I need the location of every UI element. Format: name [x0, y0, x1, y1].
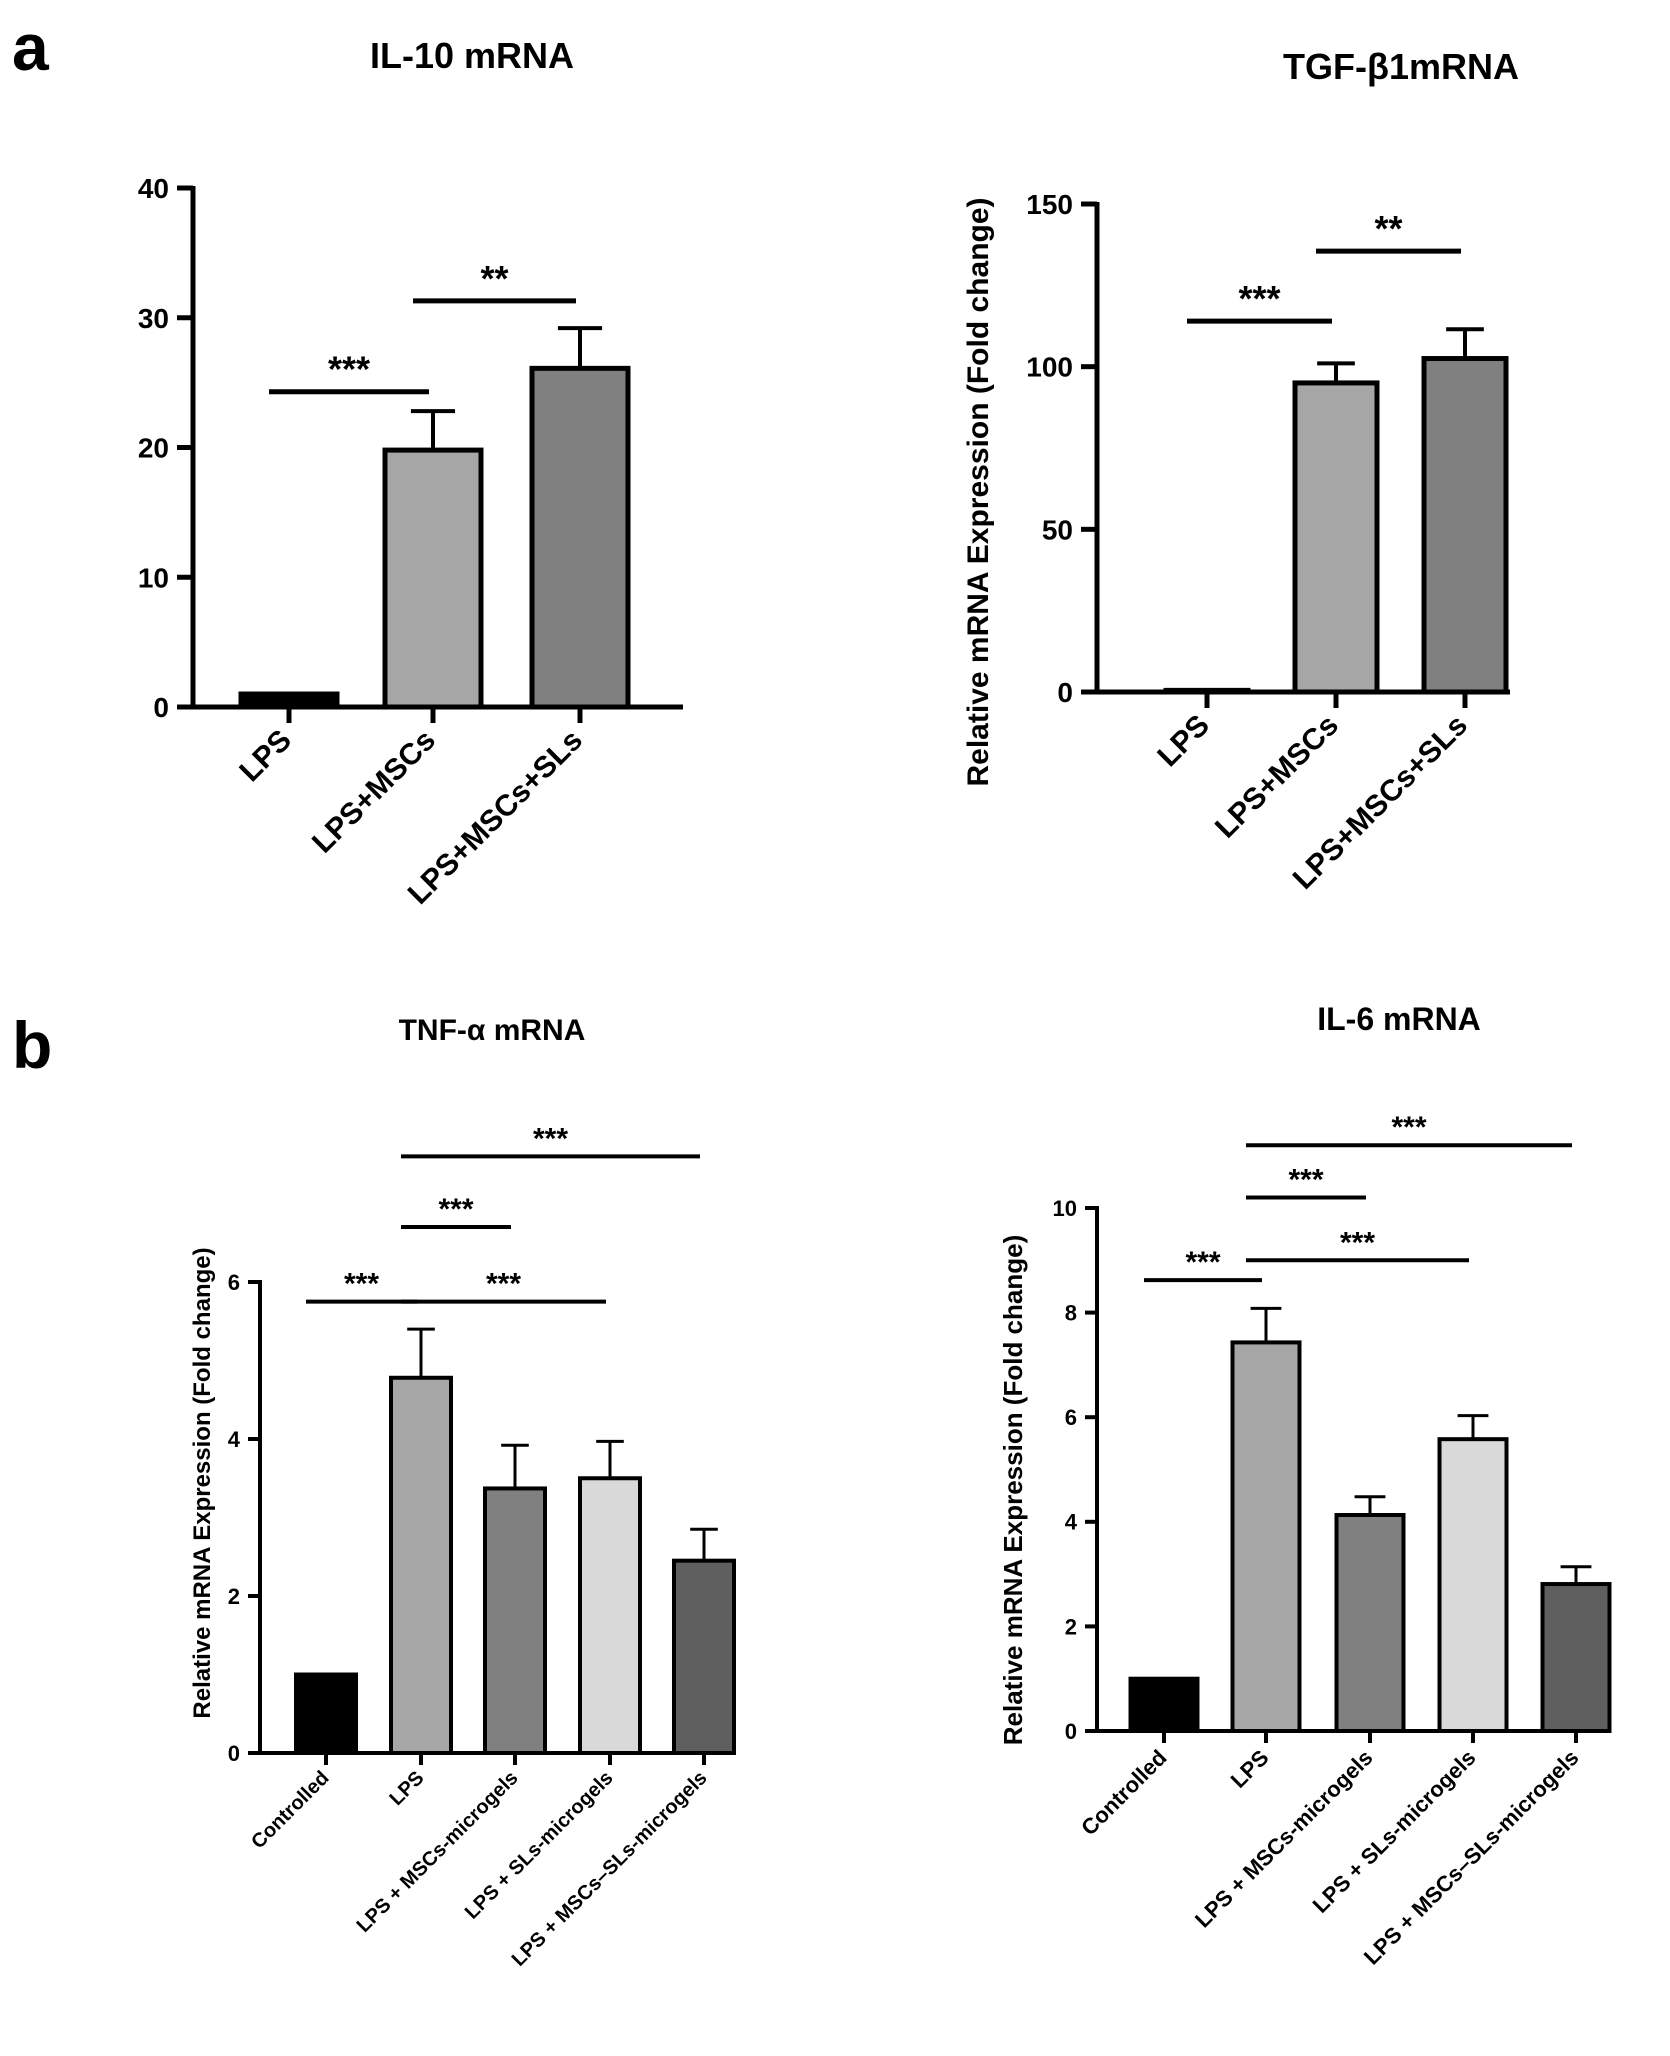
y-tick-label: 0	[1065, 1719, 1077, 1744]
y-tick-label: 8	[1065, 1301, 1077, 1326]
significance-label: ***	[344, 1268, 379, 1301]
y-tick-label: 4	[1065, 1510, 1078, 1535]
category-label-lps-mscs-sls-microgels: LPS + MSCs–SLs-microgels	[1359, 1745, 1584, 1970]
y-tick-label: 0	[1057, 677, 1073, 708]
y-tick-label: 0	[228, 1741, 240, 1766]
y-tick-label: 2	[1065, 1614, 1077, 1639]
panel-letter-b: b	[12, 1008, 52, 1082]
significance-label: ***	[486, 1268, 521, 1301]
category-label-lps: LPS	[385, 1767, 428, 1810]
y-tick-label: 30	[138, 303, 169, 334]
category-label-controlled: Controlled	[1076, 1745, 1171, 1840]
chart-il6: IL-6 mRNA Relative mRNA Expression (Fold…	[998, 1001, 1612, 1970]
category-label-lps-mscs: LPS+MSCs	[1209, 709, 1345, 845]
bar-lps-mscs	[1292, 380, 1380, 695]
bar-lps-mscs-microgels	[483, 1486, 547, 1755]
y-tick-label: 150	[1026, 189, 1073, 220]
category-label-lps-mscs-sls-microgels: LPS + MSCs–SLs-microgels	[508, 1767, 712, 1971]
y-tick-label: 2	[228, 1584, 240, 1609]
y-tick-label: 100	[1026, 352, 1073, 383]
chart-tgfb1: TGF-β1mRNA Relative mRNA Expression (Fol…	[962, 46, 1519, 896]
bar-lps-mscs-microgels	[1334, 1513, 1406, 1733]
y-tick-label: 50	[1042, 514, 1073, 545]
chart-title: TNF-α mRNA	[399, 1014, 586, 1047]
category-label-lps: LPS	[1151, 709, 1216, 774]
y-tick-label: 4	[228, 1427, 241, 1452]
y-axis-label: Relative mRNA Expression (Fold change)	[998, 1235, 1028, 1745]
category-label-lps-mscs: LPS+MSCs	[306, 724, 442, 860]
chart-title: TGF-β1mRNA	[1283, 46, 1519, 87]
bar-lps	[238, 691, 340, 710]
y-tick-label: 10	[1053, 1196, 1077, 1221]
category-label-lps-mscs-microgels: LPS + MSCs-microgels	[1190, 1745, 1378, 1933]
bar-lps-sls-microgels	[578, 1476, 642, 1755]
significance-label: ***	[1238, 278, 1280, 319]
bar-lps	[1163, 687, 1251, 695]
significance-label: ***	[1340, 1226, 1375, 1259]
y-tick-label: 10	[138, 562, 169, 593]
significance-label: ***	[1288, 1164, 1323, 1197]
y-tick-label: 6	[1065, 1405, 1077, 1430]
y-axis-label: Relative mRNA Expression (Fold change)	[962, 197, 995, 786]
significance-label: ***	[533, 1122, 568, 1155]
bar-lps	[1230, 1340, 1302, 1733]
panel-letter-a: a	[12, 10, 50, 84]
bar-lps-sls-microgels	[1437, 1437, 1509, 1734]
y-tick-label: 6	[228, 1270, 240, 1295]
chart-tnfa: TNF-α mRNA Relative mRNA Expression (Fol…	[189, 1014, 736, 1971]
significance-label: **	[480, 258, 508, 299]
chart-title: IL-10 mRNA	[370, 35, 574, 76]
significance-label: ***	[328, 349, 370, 390]
category-label-lps-mscs-microgels: LPS + MSCs-microgels	[353, 1767, 523, 1937]
category-label-controlled: Controlled	[247, 1767, 333, 1853]
bar-controlled	[294, 1672, 358, 1755]
bar-controlled	[1128, 1676, 1200, 1733]
significance-label: ***	[1185, 1246, 1220, 1279]
bar-lps-mscs-sls	[1421, 356, 1509, 695]
bar-lps-mscs-sls-microgels	[1540, 1582, 1612, 1733]
significance-label: ***	[438, 1193, 473, 1226]
bar-lps-mscs	[382, 447, 484, 710]
bar-lps-mscs-sls-microgels	[672, 1558, 736, 1756]
category-label-lps: LPS	[233, 724, 298, 789]
significance-label: **	[1374, 208, 1402, 249]
significance-label: ***	[1391, 1111, 1426, 1144]
bar-lps	[389, 1375, 453, 1756]
y-axis-label: Relative mRNA Expression (Fold change)	[189, 1247, 216, 1718]
y-tick-label: 40	[138, 173, 169, 204]
category-label-lps: LPS	[1226, 1745, 1274, 1793]
y-tick-label: 0	[153, 692, 169, 723]
y-tick-label: 20	[138, 433, 169, 464]
bar-lps-mscs-sls	[529, 365, 631, 710]
chart-title: IL-6 mRNA	[1317, 1001, 1481, 1037]
